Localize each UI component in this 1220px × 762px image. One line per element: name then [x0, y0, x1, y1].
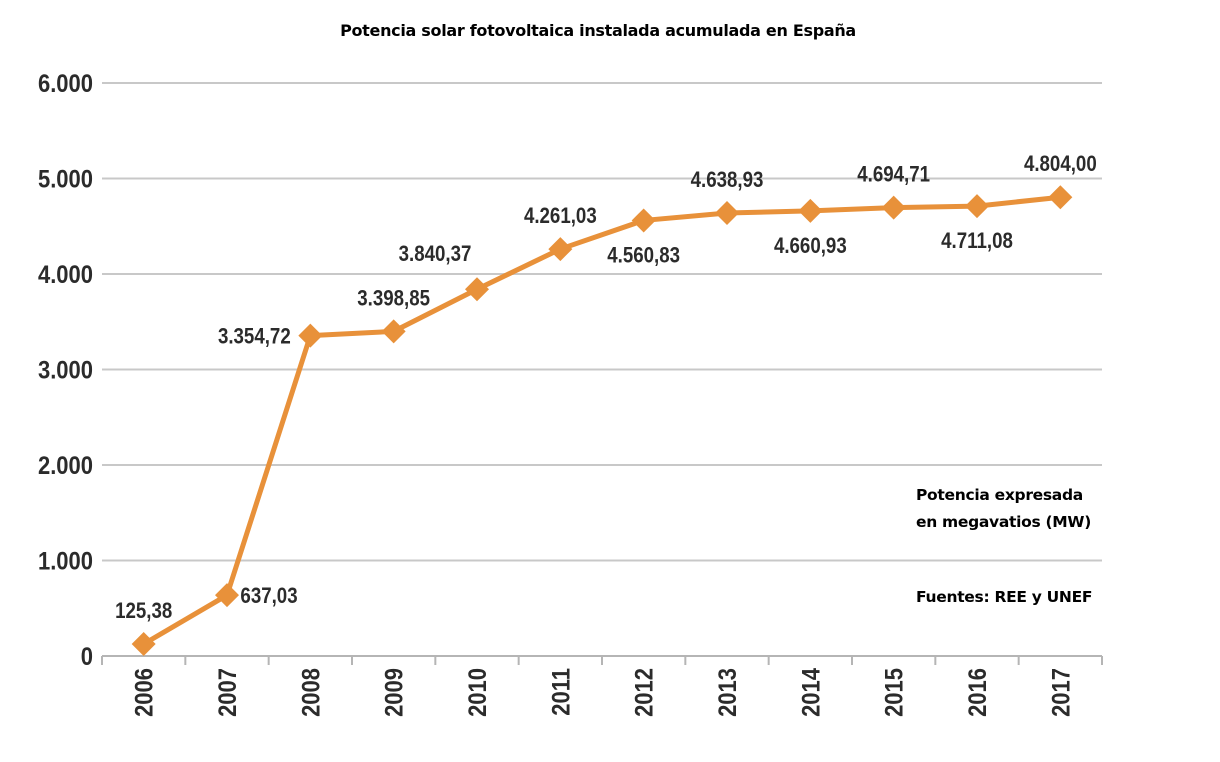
chart-title: Potencia solar fotovoltaica instalada ac…: [340, 21, 856, 40]
annotation-units-line2: en megavatios (MW): [916, 513, 1092, 531]
data-label: 4.261,03: [524, 205, 597, 229]
x-tick-label: 2013: [714, 668, 742, 717]
y-tick-label: 5.000: [38, 165, 93, 193]
x-tick-label: 2016: [964, 668, 992, 717]
y-tick-label: 2.000: [38, 452, 93, 480]
data-label: 4.638,93: [691, 169, 764, 193]
data-label: 125,38: [115, 600, 172, 624]
y-tick-label: 4.000: [38, 261, 93, 289]
data-label: 4.660,93: [774, 235, 847, 259]
data-point-marker: [715, 200, 739, 225]
x-tick-label: 2012: [630, 668, 658, 717]
y-tick-label: 3.000: [38, 356, 93, 384]
annotation-units: Potencia expresada en megavatios (MW): [916, 482, 1091, 536]
data-label: 3.354,72: [218, 325, 291, 349]
x-tick-label: 2015: [880, 668, 908, 717]
x-tick-label: 2010: [464, 668, 492, 717]
data-point-marker: [631, 208, 656, 233]
y-tick-label: 1.000: [38, 547, 93, 575]
data-label: 4.560,83: [607, 244, 680, 268]
y-tick-label: 0: [81, 643, 93, 671]
data-label: 4.694,71: [857, 163, 930, 187]
x-tick-label: 2009: [380, 668, 408, 717]
data-label: 4.804,00: [1024, 153, 1097, 177]
data-point-marker: [465, 277, 489, 302]
data-point-marker: [881, 195, 906, 220]
data-point-marker: [381, 319, 406, 344]
data-point-marker: [548, 237, 573, 262]
data-point-marker: [965, 194, 989, 219]
data-label: 3.840,37: [399, 243, 472, 267]
x-tick-label: 2014: [797, 668, 825, 717]
data-point-marker: [215, 583, 239, 608]
annotation-units-line1: Potencia expresada: [916, 486, 1083, 504]
data-point-marker: [1048, 185, 1073, 210]
x-tick-label: 2006: [130, 668, 158, 717]
data-point-marker: [798, 198, 823, 223]
data-label: 637,03: [240, 585, 297, 609]
x-tick-label: 2007: [214, 668, 242, 717]
y-tick-label: 6.000: [38, 70, 93, 98]
data-label: 3.398,85: [357, 287, 430, 311]
x-tick-label: 2017: [1047, 668, 1075, 717]
annotation-sources: Fuentes: REE y UNEF: [916, 588, 1093, 606]
data-point-marker: [298, 323, 323, 348]
series-line: [142, 194, 1061, 647]
data-label: 4.711,08: [941, 230, 1013, 254]
x-tick-label: 2011: [547, 668, 575, 716]
data-point-marker: [131, 632, 156, 657]
x-tick-label: 2008: [297, 668, 325, 717]
